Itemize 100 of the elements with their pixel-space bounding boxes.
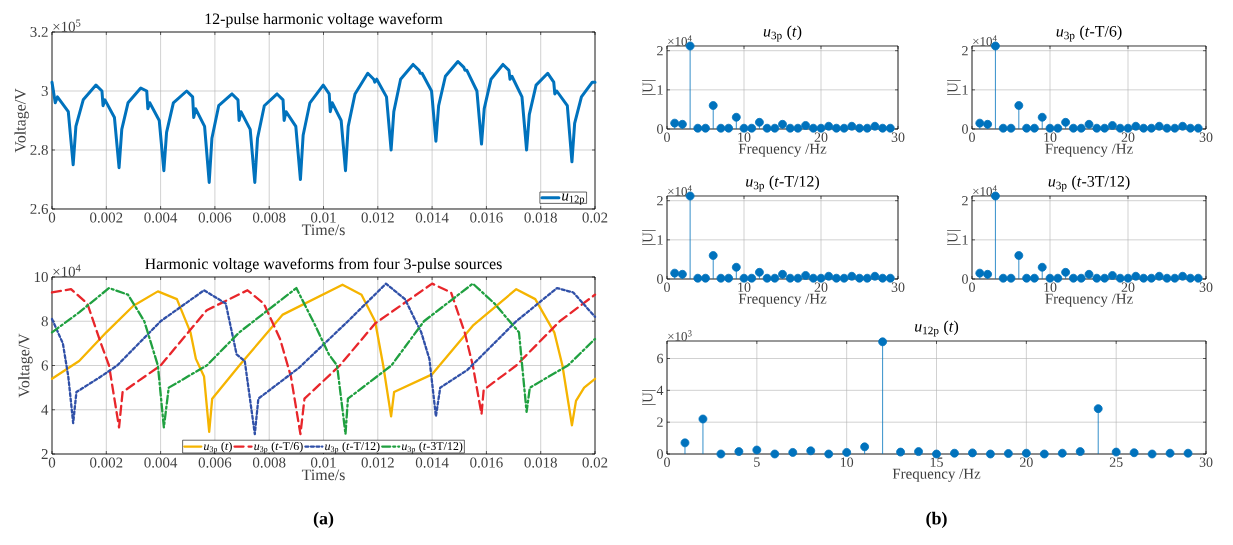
point — [870, 271, 880, 281]
point — [968, 448, 977, 458]
point — [1131, 121, 1141, 131]
point — [914, 447, 923, 457]
text: ×10$^{4}$ — [973, 185, 997, 196]
point — [1076, 123, 1086, 133]
chart-title: u$_{3p}$ (t-T/6) — [1056, 25, 1122, 42]
point — [693, 273, 703, 283]
x-tick-label: 0.01 — [310, 457, 336, 468]
x-tick-label: 0.006 — [198, 212, 232, 223]
point — [734, 447, 744, 457]
chart-title: u$_{3p}$ (t-3T/12) — [1048, 175, 1130, 192]
x-tick-label: 0.014 — [415, 457, 449, 468]
point — [1100, 123, 1110, 133]
point — [855, 123, 864, 133]
point — [1093, 404, 1103, 414]
point — [762, 273, 772, 283]
x-tick-label: 0 — [969, 132, 975, 142]
point — [1061, 267, 1071, 277]
point — [878, 337, 888, 347]
point — [1057, 448, 1067, 458]
x-axis-title: Time/s — [301, 469, 345, 481]
point — [1139, 123, 1149, 133]
y-tick-label: 3 — [41, 85, 48, 97]
x-tick-label: 10 — [738, 282, 751, 292]
y-tick-label: 2 — [657, 417, 663, 427]
point — [885, 273, 895, 283]
point — [832, 123, 841, 133]
point — [1030, 273, 1039, 283]
point — [1084, 269, 1094, 279]
point — [1129, 448, 1139, 458]
point — [693, 123, 703, 133]
point — [1037, 262, 1047, 272]
point — [1045, 123, 1055, 133]
point — [701, 273, 710, 283]
point — [1193, 123, 1203, 133]
y-tick-label: 0 — [962, 274, 968, 284]
point — [1111, 447, 1121, 457]
chart-title: u$_{3p}$ (t) — [763, 25, 802, 42]
legend-label: u$_{3p}$ (t-T/12) — [325, 441, 380, 454]
point — [824, 449, 834, 459]
x-tick-label: 30 — [891, 132, 905, 142]
x-tick-label: 10 — [738, 132, 751, 142]
text: (a) — [313, 511, 334, 529]
point — [670, 268, 680, 278]
point — [839, 273, 849, 283]
point — [1162, 273, 1172, 283]
point — [1014, 101, 1024, 110]
point — [1030, 123, 1039, 133]
point — [793, 273, 803, 283]
point — [1039, 449, 1049, 459]
x-tick-label: 0.02 — [582, 457, 608, 468]
chart-title: u$_{12p}$ (t) — [915, 320, 959, 337]
point — [975, 268, 985, 278]
point — [701, 123, 710, 133]
point — [1053, 273, 1063, 283]
point — [716, 273, 726, 283]
point — [1076, 273, 1086, 283]
point — [896, 447, 905, 457]
x-tick-label: 0.004 — [144, 212, 178, 223]
point — [1069, 123, 1078, 133]
point — [824, 121, 834, 131]
x-axis-title: Frequency /Hz — [1045, 293, 1133, 307]
point — [1154, 271, 1164, 281]
point — [847, 121, 857, 131]
y-tick-label: 2 — [657, 196, 663, 206]
y-tick-label: 0 — [657, 274, 663, 284]
point — [1170, 273, 1180, 283]
x-tick-label: 30 — [1199, 132, 1213, 142]
y-tick-label: 0 — [657, 449, 663, 459]
point — [801, 121, 811, 130]
point — [755, 267, 764, 277]
point — [770, 123, 780, 133]
y-tick-label: 4 — [656, 385, 664, 395]
point — [1147, 449, 1157, 459]
x-tick-label: 30 — [891, 282, 905, 292]
x-tick-label: 0.008 — [252, 212, 286, 223]
point — [1108, 271, 1117, 280]
point — [1139, 273, 1149, 283]
point — [885, 123, 895, 133]
point — [1045, 273, 1055, 283]
point — [860, 442, 870, 452]
legend-label: u$_{3p}$ (t-3T/12) — [401, 441, 463, 454]
y-axis-title: |U| — [642, 80, 656, 95]
point — [839, 123, 849, 133]
text: (b) — [926, 511, 947, 529]
point — [878, 273, 888, 283]
point — [1075, 447, 1085, 457]
x-tick-label: 20 — [1121, 132, 1135, 142]
point — [824, 271, 834, 281]
x-axis-title: Time/s — [301, 224, 345, 236]
point — [1108, 121, 1117, 130]
line-series — [50, 60, 597, 184]
point — [1186, 123, 1195, 133]
point — [785, 273, 795, 283]
text: ×10$^{3}$ — [668, 330, 692, 341]
point — [1037, 112, 1047, 122]
y-tick-label: 2.6 — [30, 203, 49, 215]
point — [1170, 123, 1180, 133]
point — [739, 273, 749, 283]
